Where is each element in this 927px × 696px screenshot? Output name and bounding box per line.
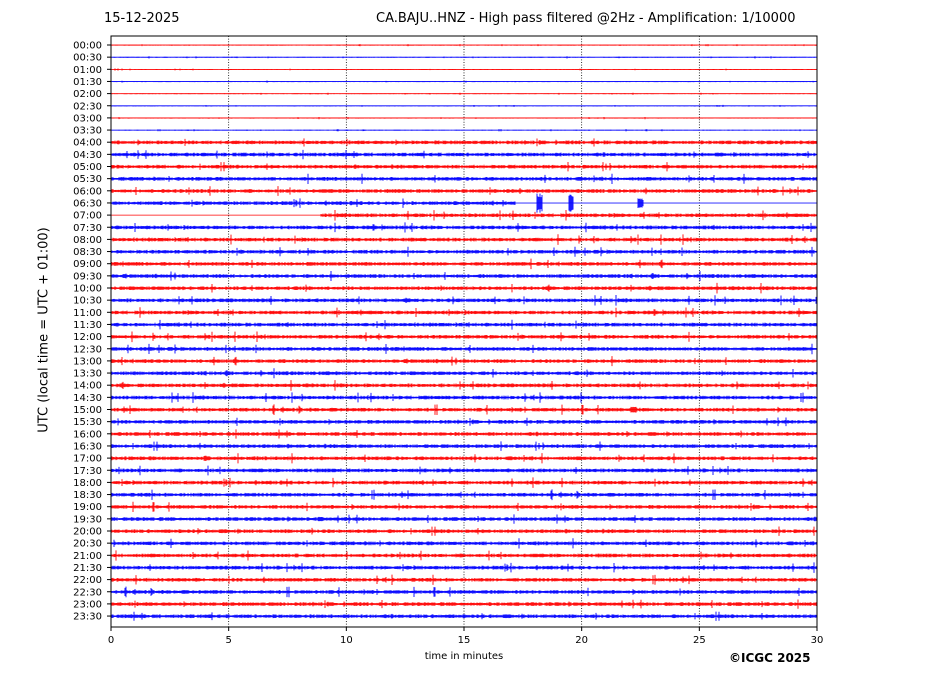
y-tick-label: 16:00 [73,429,102,440]
y-tick-label: 22:30 [73,587,102,598]
y-tick-label: 20:00 [73,527,102,538]
y-tick-label: 20:30 [73,539,102,550]
x-tick-label-5: 5 [225,635,231,646]
y-tick-label: 06:00 [73,186,102,197]
plot-frame [110,35,818,628]
header-date: 15-12-2025 [104,11,180,26]
x-tick-label-30: 30 [811,635,824,646]
y-tick-label: 23:30 [73,612,102,623]
x-tick-label-15: 15 [458,635,471,646]
y-tick-label: 19:00 [73,502,102,513]
y-tick-label: 08:00 [73,235,102,246]
y-tick-label: 13:30 [73,369,102,380]
y-tick-label: 01:00 [73,65,102,76]
y-tick-label: 07:30 [73,223,102,234]
x-tick-labels: 0 5 10 15 20 25 30 [108,635,824,646]
y-tick-label: 04:00 [73,138,102,149]
y-tick-label: 05:00 [73,162,102,173]
y-tick-label: 01:30 [73,77,102,88]
y-tick-label: 17:00 [73,454,102,465]
y-tick-label: 17:30 [73,466,102,477]
x-axis-label: time in minutes [424,651,504,662]
y-tick-label: 10:30 [73,296,102,307]
y-tick-label: 12:00 [73,332,102,343]
y-tick-label: 03:00 [73,113,102,124]
copyright-notice: ©ICGC 2025 [729,651,811,665]
y-tick-label: 14:30 [73,393,102,404]
y-tick-label: 14:00 [73,381,102,392]
x-tick-label-25: 25 [693,635,706,646]
y-tick-label: 18:00 [73,478,102,489]
y-tick-label: 18:30 [73,490,102,501]
y-tick-label: 12:30 [73,344,102,355]
header-title: CA.BAJU..HNZ - High pass filtered @2Hz -… [376,11,796,26]
y-tick-label: 00:30 [73,53,102,64]
y-tick-label: 15:00 [73,405,102,416]
y-tick-label: 05:30 [73,174,102,185]
y-tick-label: 02:00 [73,89,102,100]
y-tick-label: 07:00 [73,211,102,222]
y-tick-label: 19:30 [73,514,102,525]
y-tick-label: 21:00 [73,551,102,562]
y-tick-label: 21:30 [73,563,102,574]
x-tick-label-20: 20 [575,635,588,646]
y-tick-label: 10:00 [73,284,102,295]
y-tick-label: 22:00 [73,575,102,586]
y-tick-label: 02:30 [73,101,102,112]
y-tick-label: 04:30 [73,150,102,161]
y-tick-label: 09:00 [73,259,102,270]
y-tick-label: 00:00 [73,41,102,52]
trace-rows [110,44,818,621]
y-tick-label: 06:30 [73,198,102,209]
y-tick-label: 11:00 [73,308,102,319]
y-tick-label: 08:30 [73,247,102,258]
y-tick-label: 15:30 [73,417,102,428]
x-tick-label-0: 0 [108,635,114,646]
y-tick-label: 09:30 [73,271,102,282]
y-axis-label: UTC (local time = UTC + 01:00) [36,227,52,433]
y-tick-label: 16:30 [73,441,102,452]
y-tick-label: 13:00 [73,356,102,367]
x-tick-label-10: 10 [340,635,353,646]
y-tick-label: 23:00 [73,599,102,610]
y-tick-label: 11:30 [73,320,102,331]
y-tick-label: 03:30 [73,126,102,137]
grid-lines [110,36,818,631]
